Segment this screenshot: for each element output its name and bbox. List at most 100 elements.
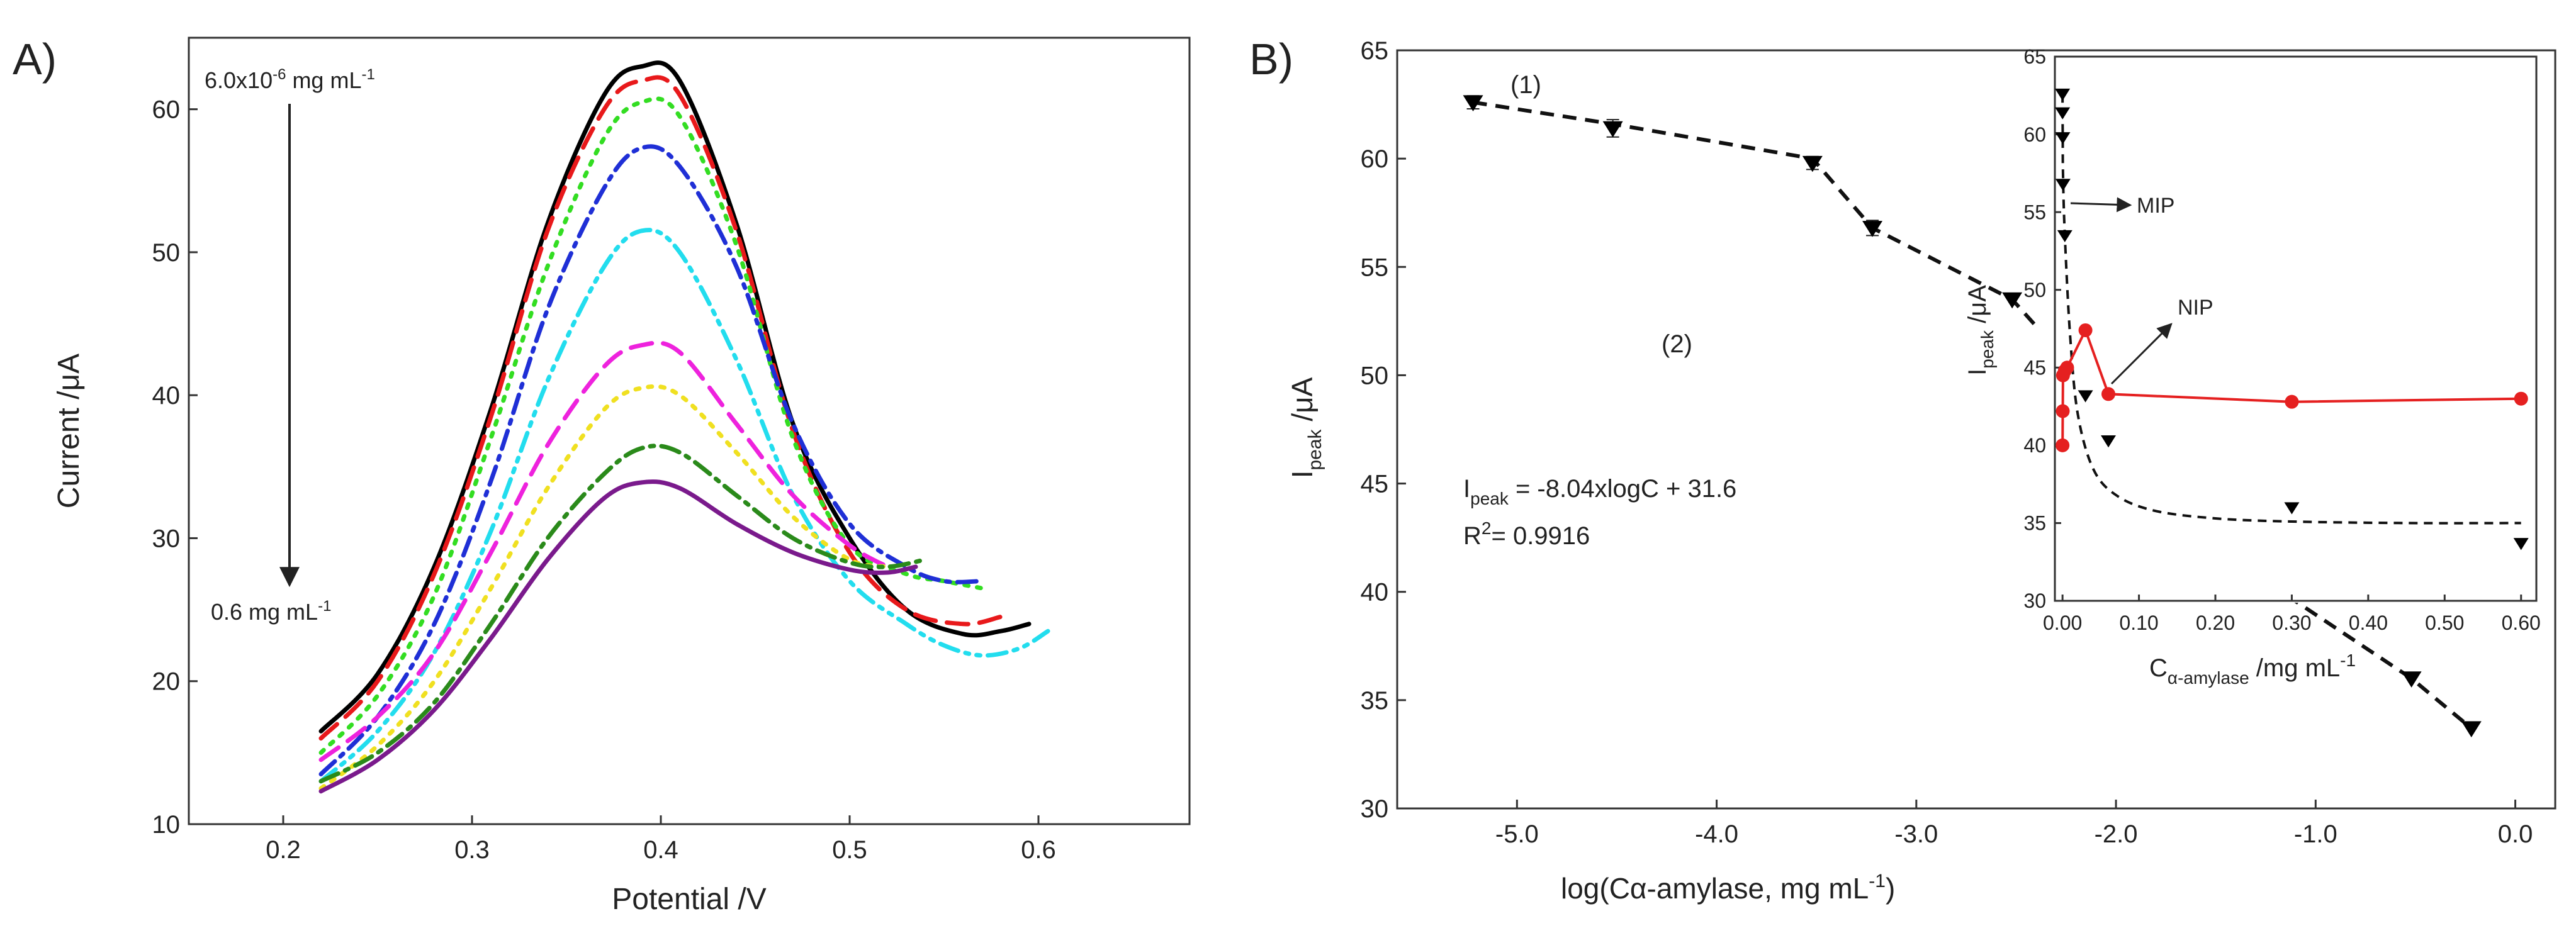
inset-mip-point [2513,538,2529,550]
inset-nip-point [2078,323,2093,337]
inset-mip-point [2284,502,2300,515]
panel-b-inset: 0.00 0.10 0.20 0.30 0.40 0.50 0.60 30 35 40 45 50 5… [1964,45,2549,688]
panel-b-x-axis: -5.0 -4.0 -3.0 -2.0 -1.0 0.0 [1495,800,2533,848]
inset-nip-point [2285,394,2299,409]
inset-mip-point [2055,107,2071,120]
panel-a-series-line [318,340,890,763]
panel-a-x-tick-label: 0.6 [1021,836,1056,864]
inset-nip-point [2060,360,2074,375]
panel-a-series-line [318,228,1050,784]
panel-b-segment-2-label: (2) [1662,330,1692,358]
panel-a-y-axis-title: Current /μA [52,354,86,508]
inset-mip-label: MIP [2137,194,2174,218]
panel-a-y-axis: 10 20 30 40 50 60 [152,96,198,839]
panel-b-x-tick-label: 0.0 [2498,820,2533,848]
panel-b-point [1862,221,1883,237]
panel-b-x-tick-label: -2.0 [2095,820,2138,848]
inset-y-tick-label: 60 [2023,123,2046,146]
panel-a-y-tick-label: 60 [152,96,181,124]
inset-x-tick-label: 0.50 [2425,612,2464,634]
inset-nip-point [2056,404,2070,418]
inset-x-axis: 0.00 0.10 0.20 0.30 0.40 0.50 0.60 [2043,595,2541,634]
panel-b-y-tick-label: 45 [1361,471,1389,498]
inset-mip-fit-line [2061,94,2521,525]
inset-nip-label: NIP [2178,296,2213,320]
inset-x-tick-label: 0.20 [2196,612,2235,634]
panel-b-point [2461,721,2482,738]
inset-plot-frame [2054,55,2538,602]
inset-mip-point [2055,179,2071,191]
panel-b-y-tick-label: 30 [1361,795,1389,823]
panel-a-series-line [318,479,918,794]
panel-a-x-tick-label: 0.3 [454,836,490,864]
panel-b-y-tick-label: 60 [1361,145,1389,173]
panel-a-y-tick-label: 50 [152,239,181,267]
inset-nip-point [2514,391,2528,406]
panel-a-plot-frame [188,36,1191,825]
panel-a-x-tick-label: 0.4 [643,836,678,864]
inset-mip-point [2057,230,2073,243]
panel-b-x-axis-title: log(Cα-amylase, mg mL-1) [1561,871,1895,905]
inset-mip-point [2078,390,2093,403]
panel-b-point [1602,121,1623,138]
panel-a-y-tick-label: 20 [152,668,181,696]
inset-nip-points [2056,323,2528,452]
inset-mip-point [2101,435,2116,448]
inset-mip-point [2055,88,2071,101]
inset-y-tick-label: 35 [2023,512,2046,535]
panel-b-y-axis-title: Ipeak /μA [1286,377,1325,478]
panel-a-x-tick-label: 0.5 [832,836,867,864]
panel-a-series-line [318,75,1003,741]
panel-b-point [2401,671,2422,688]
panel-b-point [2002,292,2023,309]
inset-y-tick-label: 30 [2023,589,2046,612]
panel-a-series [318,60,1050,794]
panel-a: A) 0.2 0.3 0.4 0.5 0.6 10 20 30 40 50 60 6.0x10-6… [13,35,1191,916]
inset-y-tick-label: 40 [2023,434,2046,457]
panel-b-y-tick-label: 55 [1361,254,1389,281]
panel-b-x-tick-label: -4.0 [1695,820,1738,848]
panel-b: B) -5.0 -4.0 -3.0 -2.0 -1.0 0.0 30 35 40 45 50 55 6… [1249,35,2556,905]
panel-a-annotation-top: 6.0x10-6 mg mL-1 [205,66,375,93]
inset-nip-point [2101,387,2115,401]
panel-b-y-tick-label: 65 [1361,37,1389,65]
panel-a-x-axis: 0.2 0.3 0.4 0.5 0.6 [266,815,1056,864]
panel-a-x-axis-title: Potential /V [612,883,766,916]
inset-y-axis-title: Ipeak /μA [1964,285,1997,376]
inset-y-tick-label: 55 [2023,201,2046,223]
panel-a-annotation-bottom: 0.6 mg mL-1 [211,598,331,625]
panel-a-y-tick-label: 30 [152,525,181,552]
inset-x-tick-label: 0.60 [2502,612,2541,634]
inset-x-tick-label: 0.10 [2119,612,2158,634]
inset-mip-arrow [2070,197,2132,213]
inset-nip-point [2056,438,2070,452]
panel-a-series-line [318,144,984,776]
panel-a-series-line [318,444,928,784]
panel-b-x-tick-label: -3.0 [1894,820,1938,848]
inset-x-tick-label: 0.30 [2272,612,2311,634]
panel-b-point [1463,95,1483,112]
inset-y-axis: 30 35 40 45 50 55 60 65 [2023,45,2061,612]
panel-a-x-tick-label: 0.2 [266,836,301,864]
panel-b-segment-1-label: (1) [1510,71,1541,99]
inset-x-tick-label: 0.40 [2349,612,2388,634]
panel-b-plot-frame [1396,49,2556,810]
panel-a-series-line [318,384,890,791]
inset-mip-point [2055,132,2071,145]
panel-b-x-tick-label: -5.0 [1495,820,1539,848]
panel-b-y-tick-label: 35 [1361,687,1389,715]
panel-b-x-tick-label: -1.0 [2294,820,2337,848]
inset-mip-points [2055,88,2529,550]
panel-b-y-axis: 30 35 40 45 50 55 60 65 [1361,37,1406,823]
panel-b-equation: Ipeak = -8.04xlogC + 31.6 [1463,475,1736,508]
panel-b-label: B) [1249,35,1293,84]
inset-x-tick-label: 0.00 [2043,612,2082,634]
inset-y-tick-label: 65 [2023,45,2046,68]
panel-b-y-tick-label: 40 [1361,579,1389,606]
panel-b-r-squared: R2= 0.9916 [1463,518,1590,550]
inset-x-axis-title: Cα-amylase /mg mL-1 [2149,651,2356,688]
inset-y-tick-label: 50 [2023,279,2046,301]
panel-b-y-tick-label: 50 [1361,362,1389,389]
inset-y-tick-label: 45 [2023,356,2046,379]
